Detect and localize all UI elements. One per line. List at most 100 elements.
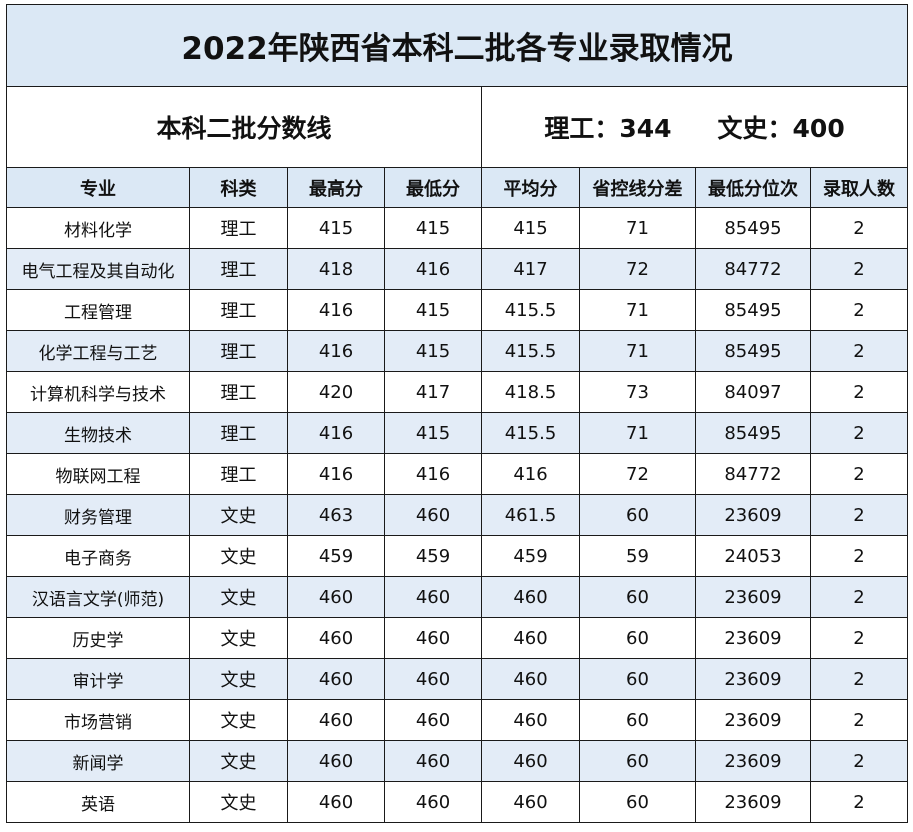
- major-cell[interactable]: 计算机科学与技术: [6, 371, 190, 413]
- min-score-cell[interactable]: 415: [384, 412, 482, 454]
- min-rank-cell[interactable]: 23609: [695, 617, 811, 659]
- enrolled-count-cell[interactable]: 2: [809, 494, 909, 536]
- line-diff-cell[interactable]: 71: [579, 330, 696, 372]
- avg-score-cell[interactable]: 416: [481, 453, 580, 495]
- line-diff-cell[interactable]: 72: [579, 248, 696, 290]
- min-score-cell[interactable]: 416: [384, 248, 482, 290]
- max-score-cell[interactable]: 459: [287, 535, 385, 577]
- major-cell[interactable]: 化学工程与工艺: [6, 330, 190, 372]
- enrolled-count-cell[interactable]: 2: [809, 699, 909, 741]
- min-rank-cell[interactable]: 84772: [695, 248, 811, 290]
- enrolled-count-cell[interactable]: 2: [809, 658, 909, 700]
- column-header[interactable]: 省控线分差: [579, 167, 696, 208]
- avg-score-cell[interactable]: 460: [481, 699, 580, 741]
- min-rank-cell[interactable]: 85495: [695, 289, 811, 331]
- page-title[interactable]: 2022年陕西省本科二批各专业录取情况: [5, 4, 909, 87]
- max-score-cell[interactable]: 418: [287, 248, 385, 290]
- min-score-cell[interactable]: 460: [384, 658, 482, 700]
- max-score-cell[interactable]: 460: [287, 617, 385, 659]
- line-diff-cell[interactable]: 60: [579, 494, 696, 536]
- min-score-cell[interactable]: 417: [384, 371, 482, 413]
- max-score-cell[interactable]: 463: [287, 494, 385, 536]
- column-header[interactable]: 专业: [6, 167, 190, 208]
- line-diff-cell[interactable]: 59: [579, 535, 696, 577]
- category-cell[interactable]: 文史: [189, 494, 288, 536]
- avg-score-cell[interactable]: 460: [481, 617, 580, 659]
- column-header[interactable]: 最低分位次: [695, 167, 811, 208]
- min-score-cell[interactable]: 415: [384, 289, 482, 331]
- column-header[interactable]: 科类: [189, 167, 288, 208]
- min-score-cell[interactable]: 416: [384, 453, 482, 495]
- max-score-cell[interactable]: 416: [287, 412, 385, 454]
- major-cell[interactable]: 工程管理: [6, 289, 190, 331]
- min-rank-cell[interactable]: 84772: [695, 453, 811, 495]
- enrolled-count-cell[interactable]: 2: [809, 740, 909, 782]
- category-cell[interactable]: 文史: [189, 740, 288, 782]
- line-diff-cell[interactable]: 73: [579, 371, 696, 413]
- enrolled-count-cell[interactable]: 2: [809, 617, 909, 659]
- min-rank-cell[interactable]: 84097: [695, 371, 811, 413]
- major-cell[interactable]: 审计学: [6, 658, 190, 700]
- category-cell[interactable]: 文史: [189, 699, 288, 741]
- min-score-cell[interactable]: 460: [384, 699, 482, 741]
- major-cell[interactable]: 生物技术: [6, 412, 190, 454]
- min-rank-cell[interactable]: 85495: [695, 330, 811, 372]
- category-cell[interactable]: 文史: [189, 658, 288, 700]
- column-header[interactable]: 录取人数: [809, 167, 909, 208]
- category-cell[interactable]: 理工: [189, 371, 288, 413]
- cutoff-heading[interactable]: 本科二批分数线: [6, 86, 482, 168]
- min-rank-cell[interactable]: 23609: [695, 699, 811, 741]
- min-score-cell[interactable]: 459: [384, 535, 482, 577]
- category-cell[interactable]: 理工: [189, 412, 288, 454]
- column-header[interactable]: 平均分: [481, 167, 580, 208]
- min-rank-cell[interactable]: 85495: [695, 412, 811, 454]
- avg-score-cell[interactable]: 417: [481, 248, 580, 290]
- min-score-cell[interactable]: 415: [384, 330, 482, 372]
- max-score-cell[interactable]: 460: [287, 740, 385, 782]
- category-cell[interactable]: 文史: [189, 617, 288, 659]
- enrolled-count-cell[interactable]: 2: [809, 535, 909, 577]
- min-score-cell[interactable]: 460: [384, 781, 482, 823]
- min-rank-cell[interactable]: 23609: [695, 658, 811, 700]
- max-score-cell[interactable]: 416: [287, 330, 385, 372]
- max-score-cell[interactable]: 460: [287, 699, 385, 741]
- avg-score-cell[interactable]: 460: [481, 781, 580, 823]
- line-diff-cell[interactable]: 60: [579, 576, 696, 618]
- category-cell[interactable]: 理工: [189, 207, 288, 249]
- category-cell[interactable]: 理工: [189, 330, 288, 372]
- avg-score-cell[interactable]: 415.5: [481, 289, 580, 331]
- major-cell[interactable]: 市场营销: [6, 699, 190, 741]
- min-score-cell[interactable]: 460: [384, 494, 482, 536]
- min-rank-cell[interactable]: 23609: [695, 494, 811, 536]
- avg-score-cell[interactable]: 460: [481, 576, 580, 618]
- max-score-cell[interactable]: 460: [287, 781, 385, 823]
- max-score-cell[interactable]: 460: [287, 576, 385, 618]
- avg-score-cell[interactable]: 418.5: [481, 371, 580, 413]
- enrolled-count-cell[interactable]: 2: [809, 781, 909, 823]
- avg-score-cell[interactable]: 415.5: [481, 412, 580, 454]
- major-cell[interactable]: 历史学: [6, 617, 190, 659]
- line-diff-cell[interactable]: 60: [579, 781, 696, 823]
- min-rank-cell[interactable]: 23609: [695, 740, 811, 782]
- enrolled-count-cell[interactable]: 2: [809, 207, 909, 249]
- cutoff-lines[interactable]: 理工：344 文史：400: [480, 86, 909, 168]
- enrolled-count-cell[interactable]: 2: [809, 371, 909, 413]
- line-diff-cell[interactable]: 60: [579, 617, 696, 659]
- category-cell[interactable]: 理工: [189, 289, 288, 331]
- min-score-cell[interactable]: 460: [384, 576, 482, 618]
- major-cell[interactable]: 物联网工程: [6, 453, 190, 495]
- min-rank-cell[interactable]: 23609: [695, 781, 811, 823]
- line-diff-cell[interactable]: 60: [579, 658, 696, 700]
- min-score-cell[interactable]: 460: [384, 617, 482, 659]
- max-score-cell[interactable]: 415: [287, 207, 385, 249]
- max-score-cell[interactable]: 460: [287, 658, 385, 700]
- enrolled-count-cell[interactable]: 2: [809, 453, 909, 495]
- max-score-cell[interactable]: 416: [287, 289, 385, 331]
- avg-score-cell[interactable]: 415: [481, 207, 580, 249]
- major-cell[interactable]: 材料化学: [6, 207, 190, 249]
- major-cell[interactable]: 电子商务: [6, 535, 190, 577]
- line-diff-cell[interactable]: 71: [579, 412, 696, 454]
- category-cell[interactable]: 文史: [189, 576, 288, 618]
- avg-score-cell[interactable]: 461.5: [481, 494, 580, 536]
- major-cell[interactable]: 汉语言文学(师范): [6, 576, 190, 618]
